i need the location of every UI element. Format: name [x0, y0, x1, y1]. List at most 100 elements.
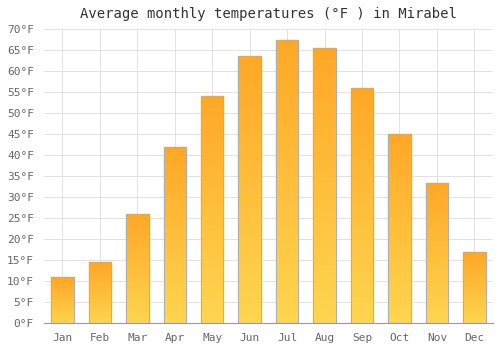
- Bar: [426, 303, 448, 307]
- Bar: [51, 313, 74, 314]
- Bar: [238, 201, 261, 206]
- Bar: [388, 134, 410, 138]
- Bar: [314, 197, 336, 202]
- Bar: [426, 278, 448, 281]
- Bar: [276, 289, 298, 295]
- Bar: [88, 318, 111, 320]
- Bar: [350, 215, 373, 220]
- Bar: [126, 286, 148, 288]
- Bar: [388, 320, 410, 323]
- Bar: [276, 255, 298, 261]
- Bar: [388, 164, 410, 168]
- Bar: [238, 136, 261, 142]
- Bar: [201, 251, 224, 255]
- Bar: [463, 268, 485, 269]
- Bar: [463, 283, 485, 285]
- Bar: [51, 300, 74, 301]
- Bar: [88, 267, 111, 268]
- Bar: [314, 114, 336, 120]
- Bar: [126, 229, 148, 231]
- Bar: [314, 163, 336, 169]
- Bar: [201, 223, 224, 228]
- Bar: [126, 253, 148, 256]
- Bar: [314, 312, 336, 318]
- Bar: [238, 291, 261, 297]
- Bar: [238, 206, 261, 211]
- Bar: [276, 85, 298, 91]
- Bar: [463, 280, 485, 282]
- Bar: [388, 134, 410, 323]
- Bar: [276, 284, 298, 289]
- Bar: [238, 254, 261, 259]
- Bar: [88, 268, 111, 270]
- Bar: [276, 57, 298, 62]
- Bar: [388, 304, 410, 308]
- Bar: [51, 292, 74, 293]
- Bar: [126, 216, 148, 218]
- Bar: [426, 295, 448, 298]
- Bar: [426, 202, 448, 205]
- Bar: [426, 250, 448, 253]
- Bar: [276, 108, 298, 113]
- Bar: [350, 262, 373, 267]
- Bar: [88, 322, 111, 323]
- Bar: [276, 45, 298, 51]
- Bar: [88, 306, 111, 308]
- Bar: [276, 147, 298, 153]
- Bar: [51, 288, 74, 289]
- Bar: [164, 164, 186, 168]
- Bar: [126, 256, 148, 258]
- Bar: [314, 158, 336, 163]
- Bar: [164, 154, 186, 158]
- Bar: [350, 145, 373, 149]
- Bar: [238, 62, 261, 67]
- Bar: [238, 67, 261, 72]
- Bar: [201, 319, 224, 323]
- Bar: [238, 89, 261, 94]
- Bar: [201, 255, 224, 260]
- Bar: [388, 168, 410, 172]
- Bar: [463, 256, 485, 258]
- Bar: [126, 269, 148, 271]
- Bar: [388, 183, 410, 187]
- Bar: [276, 216, 298, 221]
- Bar: [238, 174, 261, 179]
- Bar: [51, 318, 74, 319]
- Bar: [126, 282, 148, 284]
- Bar: [463, 305, 485, 306]
- Bar: [463, 300, 485, 302]
- Bar: [88, 273, 111, 274]
- Bar: [51, 308, 74, 309]
- Bar: [426, 185, 448, 188]
- Bar: [276, 136, 298, 142]
- Bar: [388, 187, 410, 191]
- Bar: [238, 313, 261, 318]
- Bar: [314, 307, 336, 312]
- Bar: [164, 267, 186, 270]
- Bar: [126, 310, 148, 313]
- Bar: [201, 146, 224, 151]
- Bar: [350, 267, 373, 272]
- Bar: [350, 300, 373, 304]
- Bar: [426, 205, 448, 208]
- Bar: [276, 210, 298, 216]
- Bar: [426, 239, 448, 241]
- Bar: [164, 309, 186, 313]
- Bar: [426, 247, 448, 250]
- Bar: [314, 147, 336, 153]
- Bar: [350, 196, 373, 201]
- Bar: [164, 214, 186, 217]
- Bar: [276, 187, 298, 193]
- Bar: [238, 248, 261, 254]
- Bar: [463, 316, 485, 317]
- Bar: [350, 253, 373, 257]
- Bar: [314, 274, 336, 279]
- Bar: [88, 277, 111, 278]
- Bar: [201, 246, 224, 251]
- Bar: [276, 113, 298, 119]
- Bar: [463, 310, 485, 312]
- Bar: [201, 142, 224, 146]
- Bar: [463, 278, 485, 279]
- Bar: [164, 281, 186, 285]
- Bar: [238, 153, 261, 158]
